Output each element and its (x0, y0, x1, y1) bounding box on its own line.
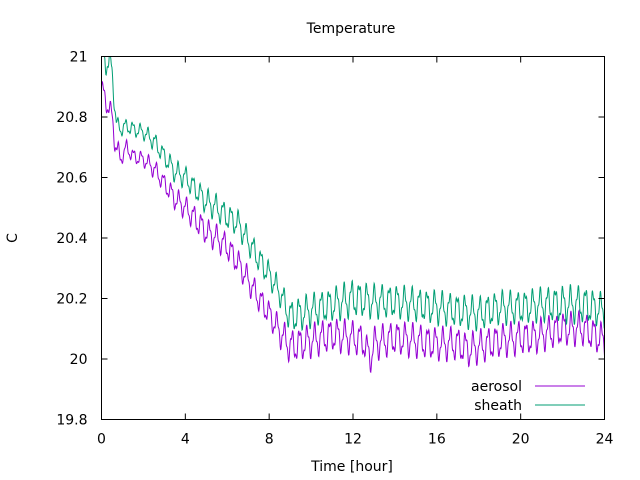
y-tick-label: 20.8 (56, 110, 87, 126)
x-tick-label: 0 (97, 432, 106, 448)
plot-frame (101, 56, 605, 420)
x-tick-label: 12 (344, 432, 362, 448)
y-axis-label: C (5, 233, 21, 243)
y-tick-label: 20.4 (56, 231, 87, 247)
x-tick-label: 8 (265, 432, 274, 448)
x-tick-label: 24 (596, 432, 614, 448)
x-tick-label: 4 (181, 432, 190, 448)
chart-title: Temperature (306, 21, 396, 37)
y-tick-label: 19.8 (56, 413, 87, 429)
series-line-sheath (101, 56, 605, 332)
series-line-aerosol (101, 80, 605, 374)
ticks-layer: 0 4 8 12 16 20 24 19.8 20 20.2 20.4 20.6 20.8 21 (56, 50, 613, 448)
y-tick-label: 20.6 (56, 171, 87, 187)
series-layer (101, 56, 605, 374)
y-tick-label: 20 (70, 352, 88, 368)
x-tick-label: 16 (428, 432, 446, 448)
x-tick-label: 20 (512, 432, 530, 448)
legend-label-sheath: sheath (474, 398, 522, 414)
legend: aerosol sheath (471, 379, 585, 414)
x-axis-label: Time [hour] (310, 459, 393, 475)
y-tick-label: 20.2 (56, 292, 87, 308)
y-tick-label: 21 (70, 50, 88, 66)
legend-label-aerosol: aerosol (471, 379, 522, 395)
